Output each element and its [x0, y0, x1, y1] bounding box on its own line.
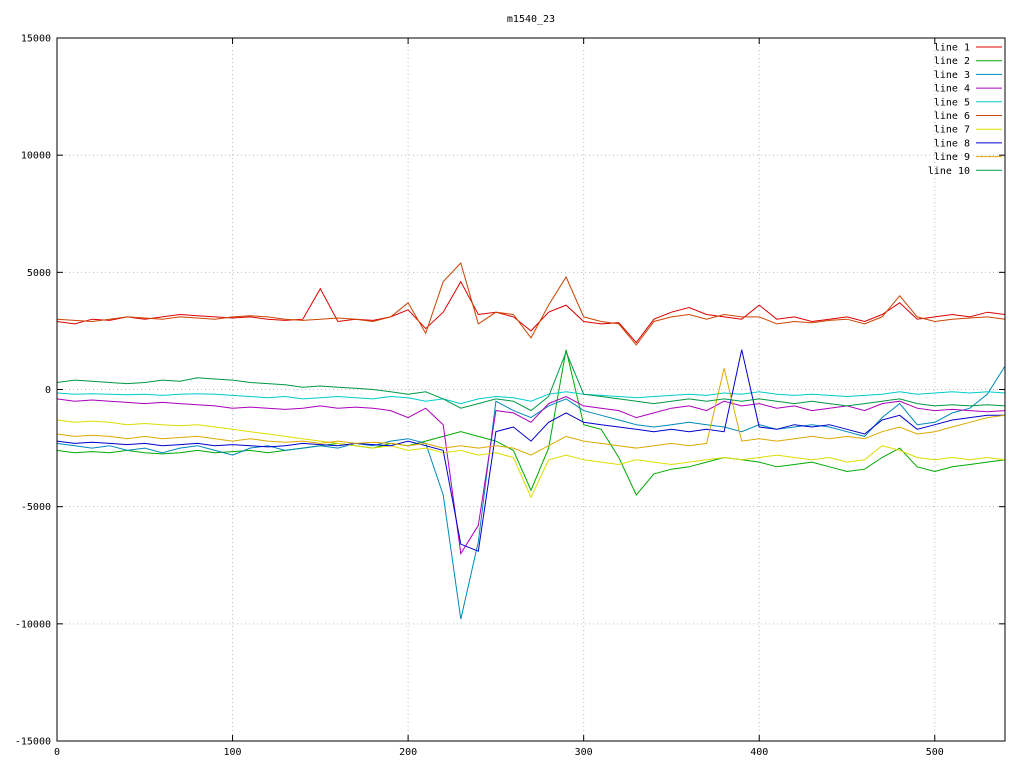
x-tick-label: 300	[575, 747, 593, 758]
series-line-3	[56, 365, 1006, 620]
x-tick-label: 400	[750, 747, 768, 758]
legend-label: line 7	[934, 125, 970, 136]
legend-label: line 6	[934, 111, 970, 122]
x-tick-label: 100	[224, 747, 242, 758]
legend-label: line 2	[934, 56, 970, 67]
series-line-4	[56, 395, 1006, 555]
y-tick-label: 10000	[21, 151, 51, 162]
series-line-1	[56, 280, 1006, 344]
series-line-10	[56, 350, 1006, 412]
legend-label: line 3	[934, 70, 970, 81]
legend-label: line 10	[928, 166, 970, 177]
series-line-5	[56, 391, 1006, 405]
plot-border	[56, 37, 1006, 742]
x-tick-label: 500	[926, 747, 944, 758]
legend-label: line 4	[934, 84, 970, 95]
y-tick-label: 15000	[21, 34, 51, 45]
legend-label: line 8	[934, 138, 970, 149]
series-line-8	[56, 349, 1005, 552]
series-layer	[56, 262, 1006, 620]
y-tick-label: -5000	[21, 502, 51, 513]
x-tick-label: 0	[54, 747, 60, 758]
y-tick-label: -10000	[15, 619, 51, 630]
legend-label: line 9	[934, 152, 970, 163]
y-tick-label: 0	[45, 385, 51, 396]
y-tick-label: -15000	[15, 737, 51, 748]
legend-label: line 1	[934, 43, 970, 54]
series-line-7	[56, 419, 1006, 499]
series-line-9	[56, 368, 1006, 456]
y-tick-label: 5000	[27, 268, 51, 279]
x-tick-label: 200	[399, 747, 417, 758]
series-line-2	[56, 349, 1006, 496]
legend: line 1 line 2 line 3 line 4 line 5 line 6 line…	[928, 43, 1002, 177]
axis-layer: 0 100 200 300 400 500 -15000 -10000 -5000 0 5000 10…	[15, 34, 1006, 758]
chart-title: m1540_23	[507, 14, 555, 25]
grid-layer	[56, 37, 1005, 742]
series-line-6	[56, 262, 1006, 346]
legend-label: line 5	[934, 97, 970, 108]
